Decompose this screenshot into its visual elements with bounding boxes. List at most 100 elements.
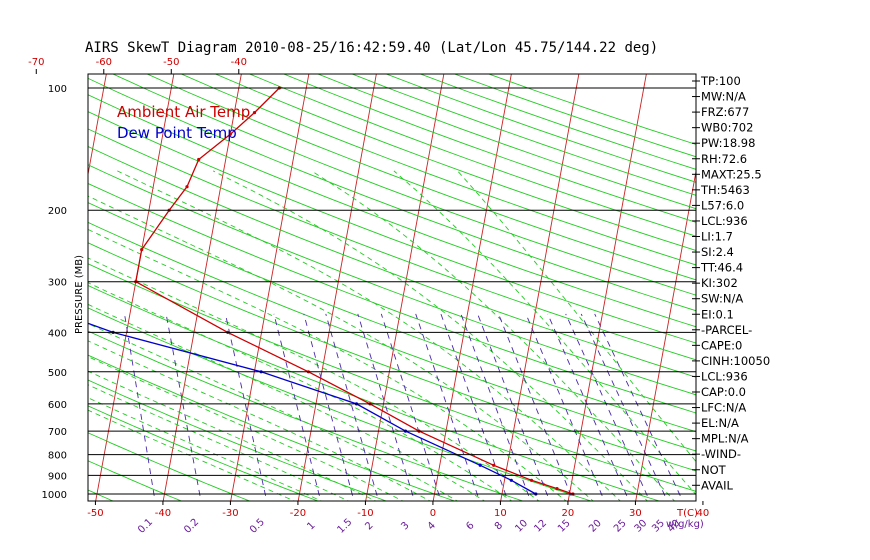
dry-adiabat-line: [88, 182, 696, 414]
mixing-ratio-line: [565, 313, 648, 496]
legend-ambient-air-temp: Ambient Air Temp: [117, 103, 250, 121]
moist-adiabat-line: [88, 257, 540, 501]
bottom-temp-tick-label: -30: [222, 508, 238, 519]
pressure-tick-label: 100: [48, 84, 67, 95]
moist-adiabat-line: [88, 303, 486, 501]
index-label: LCL:936: [701, 214, 748, 228]
dry-adiabat-line: [111, 74, 696, 296]
mixing-ratio-tick-label: 1: [305, 520, 317, 532]
pressure-tick-label: 500: [48, 368, 67, 379]
dry-adiabat-line: [88, 146, 696, 378]
index-label: WB0:702: [701, 121, 753, 135]
mixing-ratio-line: [380, 313, 440, 496]
index-label: L57:6.0: [701, 198, 744, 212]
mixing-ratio-tick-label: 30: [633, 518, 650, 535]
dry-adiabat-line: [88, 330, 524, 501]
isotherm-line: [88, 74, 107, 177]
top-temp-tick-label: -50: [163, 57, 179, 68]
index-label: CAP:0.0: [701, 385, 746, 399]
mixing-ratio-line: [273, 313, 320, 496]
ambient-air-temp-point: [555, 487, 559, 491]
mixing-ratio-tick-label: 35: [650, 518, 667, 535]
isotherm-line: [297, 74, 377, 501]
index-label: RH:72.6: [701, 152, 747, 166]
bottom-temp-tick-label: -10: [357, 508, 373, 519]
y-axis-label: PRESSURE (MB): [74, 255, 85, 334]
isotherm-line: [500, 74, 580, 501]
isotherm-line: [635, 169, 696, 501]
pressure-tick-label: 1000: [42, 490, 67, 501]
index-label: NOT: [701, 463, 727, 477]
dry-adiabat-line: [88, 242, 696, 472]
top-temp-tick-label: -60: [96, 57, 112, 68]
top-temp-tick-label: -70: [28, 57, 44, 68]
moist-adiabat-line: [393, 170, 696, 496]
index-label: PW:18.98: [701, 136, 755, 150]
dew-point-temp-point: [6, 209, 9, 212]
bottom-temp-tick-label: -40: [155, 508, 171, 519]
dry-adiabat-line: [88, 285, 661, 501]
mixing-ratio-line: [547, 313, 628, 496]
isotherm-line: [95, 74, 175, 501]
mixing-ratio-line: [580, 313, 666, 496]
dry-adiabat-line: [88, 460, 183, 501]
index-label: CINH:10050: [701, 354, 770, 368]
pressure-tick-label: 800: [48, 451, 67, 462]
moist-adiabat-line: [212, 170, 649, 501]
mixing-ratio-tick-label: 1.5: [335, 517, 354, 536]
mixing-ratio-tick-label: 0.5: [248, 517, 267, 536]
isotherm-line: [230, 74, 310, 501]
dry-adiabat-line: [88, 354, 456, 501]
index-label: KI:302: [701, 276, 738, 290]
pressure-tick-label: 600: [48, 400, 67, 411]
dry-adiabat-line: [487, 74, 696, 145]
mixing-ratio-tick-label: 25: [612, 518, 629, 535]
index-label: EI:0.1: [701, 307, 734, 321]
mixing-ratio-axis-label: w(g/kg): [666, 519, 704, 530]
mixing-ratio-tick-label: 10: [513, 518, 530, 535]
plot-border: [87, 73, 697, 502]
moist-adiabat-line: [311, 170, 676, 501]
mixing-ratio-line: [594, 313, 681, 496]
moist-adiabat-line: [88, 356, 404, 501]
dry-adiabat-line: [88, 432, 251, 501]
moist-adiabat-line: [88, 340, 431, 501]
index-label: TT:46.4: [700, 261, 743, 275]
dry-adiabat-line: [88, 94, 696, 328]
mixing-ratio-tick-label: 20: [587, 518, 604, 535]
isotherm-line: [770, 69, 849, 502]
top-temp-tick-label: -40: [231, 57, 247, 68]
ambient-air-temp-point: [185, 185, 189, 189]
mixing-ratio-line: [124, 313, 155, 496]
mixing-ratio-tick-label: 3: [399, 520, 411, 532]
index-label: TP:100: [700, 74, 741, 88]
bottom-temp-tick-label: 0: [430, 508, 436, 519]
moist-adiabat-line: [88, 370, 377, 501]
bottom-temp-tick-label: 40: [697, 508, 710, 519]
dew-point-temp-point: [15, 158, 18, 161]
index-label: AVAIL: [701, 478, 734, 492]
dry-adiabat-line: [0, 69, 48, 502]
dry-adiabat-line: [180, 74, 696, 266]
mixing-ratio-line: [325, 313, 378, 496]
bottom-temp-tick-label: -50: [87, 508, 103, 519]
dew-point-temp-point: [28, 126, 31, 129]
ambient-air-temp-point: [492, 463, 496, 467]
isotherm-line: [0, 69, 40, 502]
index-label: EL:N/A: [701, 416, 739, 430]
mixing-ratio-tick-label: 8: [493, 520, 505, 532]
ambient-air-temp-point: [140, 248, 144, 252]
dry-adiabat-line: [88, 111, 696, 344]
moist-adiabat-line: [88, 195, 594, 501]
moist-adiabats: [88, 170, 696, 501]
moist-adiabat-line: [88, 323, 459, 501]
dry-adiabat-line: [88, 263, 696, 492]
index-label: MW:N/A: [701, 90, 746, 104]
bottom-temp-tick-label: 10: [494, 508, 507, 519]
mixing-ratio-line: [224, 313, 267, 496]
moist-adiabat-line: [88, 409, 296, 501]
mixing-ratio-tick-label: 2: [363, 520, 375, 532]
mixing-ratio-line: [525, 313, 603, 496]
index-label: LCL:936: [701, 369, 748, 383]
